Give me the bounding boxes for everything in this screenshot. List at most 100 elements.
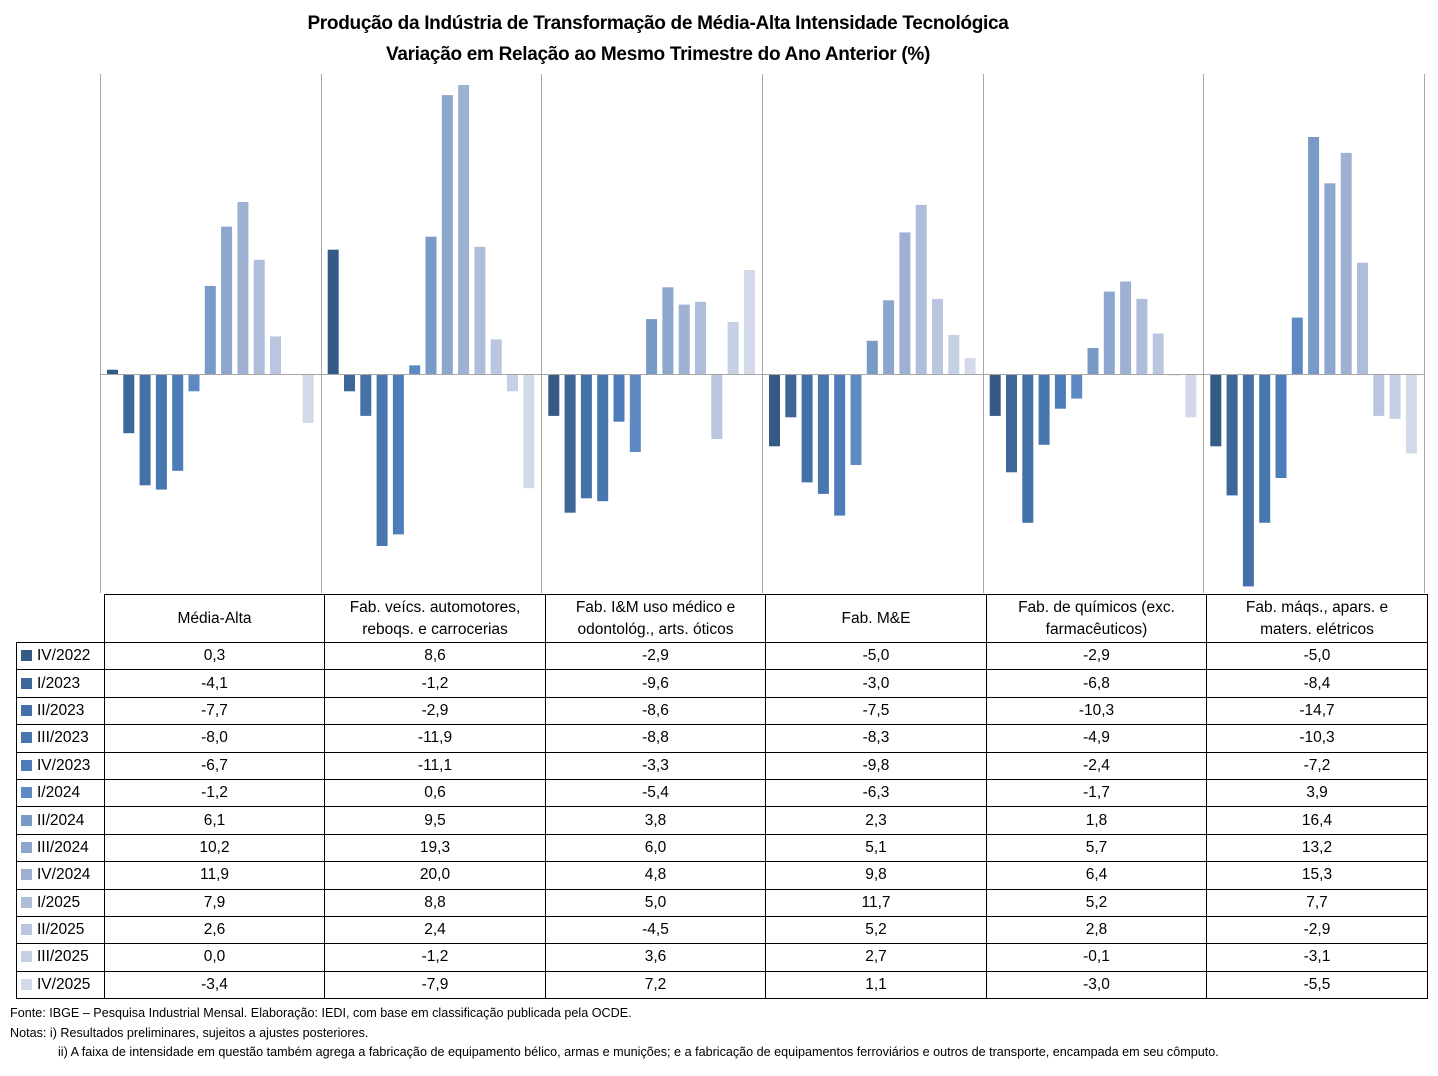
data-label: 0,6 [324,778,546,808]
data-label: -9,8 [765,751,987,780]
table-row: I/2024 -1,2 0,6 -5,4 -6,3 -1,7 3,9 [16,778,1428,808]
legend-entry: IV/2022 [16,641,105,671]
data-label: -4,1 [104,669,325,698]
bar-II-2024-cat2 [646,319,658,374]
legend-label: III/2023 [37,729,89,747]
bar-II-2025-cat1 [490,339,502,374]
legend-swatch-icon [21,677,32,689]
data-label: -1,2 [324,669,546,698]
data-label: 7,9 [104,888,325,917]
bar-I-2023-cat4 [1006,374,1017,473]
bar-I-2024-cat2 [629,374,641,452]
legend-swatch-icon [21,841,32,853]
data-label: -8,8 [545,724,766,753]
legend-swatch-icon [21,704,32,716]
bar-IV-2023-cat0 [172,374,184,471]
category-label-line: farmacêuticos) [1045,620,1148,638]
data-label: -6,8 [986,669,1207,698]
data-label: 20,0 [324,861,546,890]
table-row: IV/2025 -3,4 -7,9 7,2 1,1 -3,0 -5,5 [16,970,1428,1000]
data-label: 6,0 [545,833,766,863]
legend-entry: IV/2023 [16,751,105,780]
data-label: 9,5 [324,806,546,835]
bar-III-2024-cat4 [1103,291,1115,374]
data-label: 7,7 [1206,888,1428,917]
table-row: III/2023 -8,0 -11,9 -8,8 -8,3 -4,9 -10,3 [16,724,1428,753]
bar-III-2025-cat2 [727,322,739,374]
bar-I-2025-cat1 [474,246,486,374]
bar-I-2023-cat3 [785,374,797,418]
data-label: -5,4 [545,778,766,808]
bar-I-2025-cat3 [915,204,927,374]
category-label: Fab. I&M uso médico e odontológ., arts. ó… [545,594,766,643]
category-label-line: Fab. veícs. automotores, [349,598,521,616]
legend-label: I/2024 [37,784,81,802]
bar-IV-2024-cat2 [678,304,690,374]
bar-IV-2022-cat1 [327,249,339,374]
bar-III-2023-cat1 [376,374,388,546]
bar-II-2024-cat4 [1087,348,1099,374]
category-label-line: Média-Alta [177,609,252,627]
data-label: 1,8 [986,806,1207,835]
data-label: 9,8 [765,861,987,890]
legend-swatch-icon [21,814,32,826]
bar-IV-2022-cat3 [769,374,780,447]
legend-swatch-icon [21,924,32,936]
data-label: 0,0 [104,943,325,972]
table-row: IV/2023 -6,7 -11,1 -3,3 -9,8 -2,4 -7,2 [16,751,1428,780]
category-label: Fab. de químicos (exc. farmacêuticos) [986,594,1207,643]
table-row: IV/2024 11,9 20,0 4,8 9,8 6,4 15,3 [16,861,1428,890]
source-note: Fonte: IBGE – Pesquisa Industrial Mensal… [10,1006,632,1020]
bar-II-2025-cat3 [932,298,943,374]
bar-I-2024-cat5 [1291,317,1303,374]
note-2: ii) A faixa de intensidade em questão ta… [58,1045,1219,1059]
bar-IV-2022-cat5 [1210,374,1222,447]
data-label: -10,3 [1206,724,1428,753]
data-label: -8,3 [765,724,987,753]
data-label: -7,5 [765,696,987,726]
data-label: -6,7 [104,751,325,780]
bar-III-2024-cat5 [1324,183,1336,374]
category-label: Fab. máqs., apars. e maters. elétricos [1206,594,1428,643]
data-label: -1,2 [324,943,546,972]
data-label: -2,9 [986,641,1207,671]
data-label: 4,8 [545,861,766,890]
data-label: 5,0 [545,888,766,917]
bar-II-2024-cat1 [425,236,437,374]
bar-II-2023-cat3 [801,374,813,483]
legend-swatch-icon [21,869,32,881]
legend-label: II/2025 [37,921,85,939]
bar-II-2023-cat1 [360,374,372,416]
legend-entry: IV/2025 [16,970,105,1000]
legend-label: IV/2023 [37,756,91,774]
data-label: -7,2 [1206,751,1428,780]
table-row: III/2024 10,2 19,3 6,0 5,1 5,7 13,2 [16,833,1428,863]
category-label: Fab. veícs. automotores, reboqs. e carroc… [324,594,546,643]
data-label: -3,4 [104,970,325,1000]
data-label: -7,9 [324,970,546,1000]
bar-IV-2025-cat5 [1405,374,1417,454]
data-label: 6,1 [104,806,325,835]
data-label: -5,0 [1206,641,1428,671]
chart-plot-area [100,74,1425,593]
bar-IV-2022-cat0 [107,369,118,374]
table-row: IV/2022 0,3 8,6 -2,9 -5,0 -2,9 -5,0 [16,641,1428,671]
legend-label: II/2023 [37,701,85,719]
data-label: -3,0 [765,669,987,698]
bar-II-2023-cat2 [580,374,592,499]
data-label: -4,5 [545,915,766,945]
bar-IV-2025-cat4 [1185,374,1197,418]
bar-I-2023-cat5 [1226,374,1238,496]
bar-II-2025-cat5 [1373,374,1385,416]
legend-swatch-icon [21,732,32,744]
data-label: -3,0 [986,970,1207,1000]
chart-subtitle: Variação em Relação ao Mesmo Trimestre d… [386,44,930,65]
category-label-line: odontológ., arts. óticos [577,620,734,638]
legend-entry: III/2025 [16,943,105,972]
bar-IV-2023-cat4 [1054,374,1066,409]
data-label: -14,7 [1206,696,1428,726]
bar-I-2023-cat2 [564,374,576,513]
bar-III-2024-cat0 [221,226,233,374]
category-label-line: Fab. M&E [841,609,911,627]
bar-I-2024-cat0 [188,374,200,392]
